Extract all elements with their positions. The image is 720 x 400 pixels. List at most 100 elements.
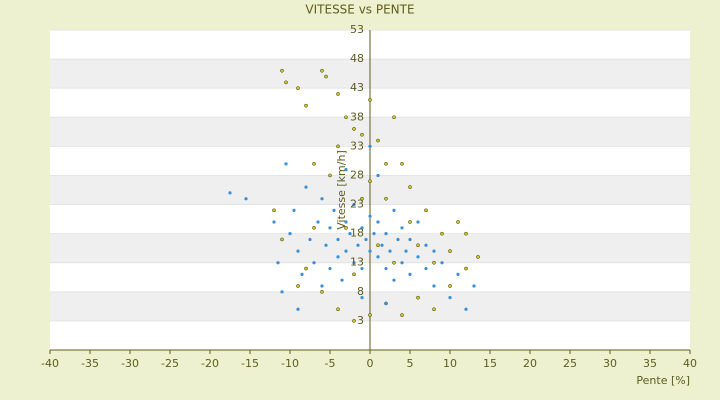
point [344,225,348,230]
point [464,307,468,311]
point [400,313,404,317]
point [424,266,428,271]
point [376,255,380,259]
point [432,307,436,312]
x-tick-label: 15 [483,357,497,370]
point [280,290,284,294]
x-tick-label: -15 [241,357,259,370]
point [336,92,340,96]
point [284,162,288,166]
y-tick-label: 33 [350,139,364,152]
point [276,261,280,265]
point [396,237,400,242]
point [392,260,396,265]
point [284,80,288,85]
point [296,307,300,311]
point [296,249,300,253]
point [344,168,348,172]
point [440,261,444,265]
point [432,260,436,265]
x-tick-label: 10 [443,357,457,370]
y-tick-label: 43 [350,81,364,94]
point [228,191,232,195]
point [352,261,356,265]
point [364,237,368,242]
x-tick-label: 5 [407,357,414,370]
point [416,220,420,224]
x-tick-label: -10 [281,357,299,370]
point [352,272,356,277]
point [352,202,356,207]
point [392,208,396,212]
point [380,243,384,247]
y-axis-label: Vitesse [km/h] [335,150,348,230]
y-tick-label: 28 [350,168,364,181]
chart-title: VITESSE vs PENTE [305,3,414,17]
point [312,261,316,265]
point [308,237,312,242]
point [280,237,284,242]
point [312,225,316,230]
point [296,86,300,91]
point [404,249,408,253]
x-tick-label: 20 [523,357,537,370]
point [344,249,348,253]
point [392,115,396,120]
point [392,278,396,282]
y-tick-label: 38 [350,110,364,123]
point [296,284,300,288]
point [416,295,420,300]
point [344,115,348,120]
point [448,284,452,288]
point [448,296,452,300]
point [312,161,316,166]
point [360,296,364,300]
point [456,272,460,276]
point [384,161,388,166]
point [300,272,304,276]
point [244,197,248,201]
y-tick-label: 8 [357,285,364,298]
point [384,266,388,271]
point [352,319,356,323]
point [400,161,404,166]
point [368,313,372,317]
y-tick-label: 13 [350,256,364,269]
point [304,266,308,271]
point [292,208,296,212]
point [324,74,328,79]
x-tick-label: 25 [563,357,577,370]
point [272,220,276,224]
point [336,255,340,259]
point [328,266,332,271]
x-tick-label: 40 [683,357,697,370]
point [320,284,324,288]
point [360,266,364,271]
point [348,232,352,236]
point [336,307,340,312]
point [416,255,420,259]
x-axis-label: Pente [%] [636,374,690,387]
x-tick-label: 35 [643,357,657,370]
x-tick-label: -20 [201,357,219,370]
point [320,68,324,73]
y-tick-label: 23 [350,198,364,211]
point [376,173,380,178]
point [388,249,392,253]
point [368,249,372,253]
point [328,226,332,230]
x-tick-label: -25 [161,357,179,370]
point [360,132,364,137]
point [272,208,276,213]
x-tick-label: -40 [41,357,59,370]
point [328,173,332,178]
point [464,266,468,271]
point [384,301,388,306]
point [476,255,480,259]
x-tick-label: 0 [367,357,374,370]
point [336,144,340,149]
point [376,243,380,248]
point [424,243,428,247]
point [352,127,356,131]
